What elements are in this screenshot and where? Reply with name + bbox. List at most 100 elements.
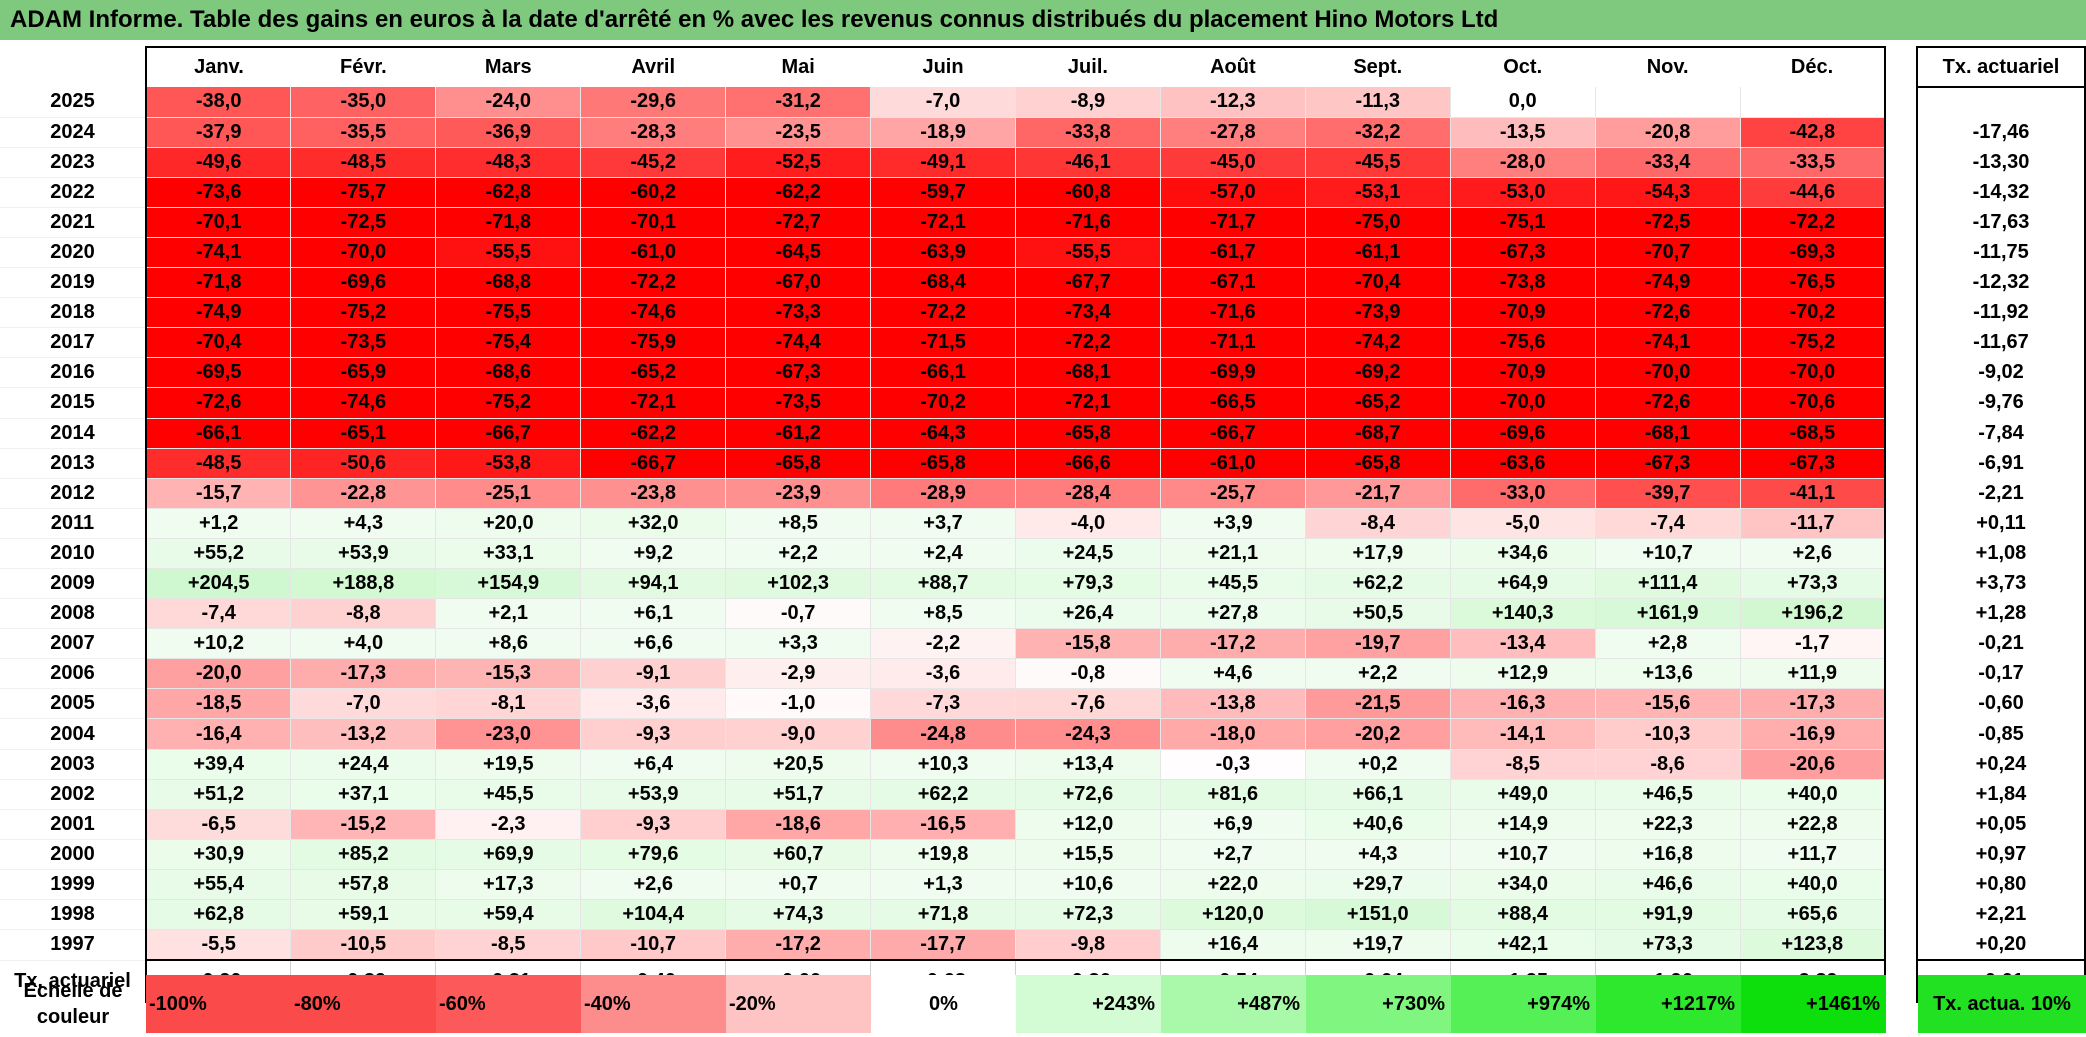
table-row: 2001 -6,5 -15,2 -2,3 -9,3 -18,6 -16,5 +12,0 +6,9… (0, 809, 2086, 840)
value-cell: +4,3 (290, 508, 437, 539)
value-cell: +51,2 (144, 779, 292, 810)
ta-cell: -17,46 (1915, 117, 2086, 148)
value-cell: -16,3 (1450, 688, 1596, 720)
value-cell: -55,5 (1015, 237, 1161, 269)
value-cell: +21,1 (1160, 538, 1306, 570)
value-cell: +12,0 (1015, 809, 1161, 840)
value-cell: -73,5 (290, 327, 437, 359)
value-cell: -0,3 (1160, 749, 1306, 780)
table-row: 2006 -20,0 -17,3 -15,3 -9,1 -2,9 -3,6 -0,8 +4,6 +… (0, 658, 2086, 690)
value-cell: -13,4 (1450, 628, 1596, 660)
value-cell: -61,2 (725, 418, 872, 449)
year-label: 2025 (0, 87, 147, 118)
value-cell: -69,6 (1450, 418, 1596, 449)
value-cell: -70,7 (1595, 237, 1741, 269)
year-label: 2017 (0, 327, 147, 359)
value-cell: -17,2 (725, 929, 872, 962)
value-cell: +9,2 (580, 538, 727, 570)
year-label: 2018 (0, 297, 147, 329)
ta-cell: +2,21 (1915, 899, 2086, 930)
value-cell: +0,7 (725, 869, 872, 901)
scale-swatch: +1217% (1596, 975, 1741, 1033)
year-label: 2004 (0, 718, 147, 750)
year-label: 2007 (0, 628, 147, 660)
value-cell: -45,2 (580, 147, 727, 178)
value-cell: -16,4 (144, 718, 292, 750)
value-cell: -75,5 (435, 297, 582, 329)
year-label: 2006 (0, 658, 147, 690)
year-label: 2015 (0, 387, 147, 419)
value-cell: -70,0 (1595, 357, 1741, 389)
value-cell: -71,7 (1160, 207, 1306, 238)
scale-swatch: 0% (871, 975, 1016, 1033)
value-cell: -2,9 (725, 658, 872, 690)
value-cell: -10,3 (1595, 718, 1741, 750)
value-cell: -69,5 (144, 357, 292, 389)
value-cell: -8,6 (1595, 749, 1741, 780)
ta-cell: +0,80 (1915, 869, 2086, 900)
value-cell: -3,6 (870, 658, 1016, 690)
value-cell: -2,2 (870, 628, 1016, 660)
month-header: Mars (435, 46, 581, 87)
value-cell: +10,7 (1450, 839, 1596, 870)
table-row: 1998 +62,8 +59,1 +59,4 +104,4 +74,3 +71,8 +72,3… (0, 899, 2086, 931)
value-cell: +3,7 (870, 508, 1016, 539)
value-cell: -21,5 (1305, 688, 1451, 720)
gains-table: Janv. Févr. Mars Avril Mai Juin Juil. Ao… (0, 46, 2086, 1004)
year-label: 2010 (0, 538, 147, 570)
value-cell: -75,9 (580, 327, 727, 359)
value-cell: -74,6 (580, 297, 727, 329)
value-cell: -70,4 (144, 327, 292, 359)
value-cell: +32,0 (580, 508, 727, 539)
value-cell: -75,2 (290, 297, 437, 329)
value-cell: -70,0 (1740, 357, 1886, 389)
value-cell: -20,0 (144, 658, 292, 690)
value-cell: -71,1 (1160, 327, 1306, 359)
value-cell: -70,9 (1450, 357, 1596, 389)
value-cell: -72,5 (1595, 207, 1741, 238)
ta-cell: +1,08 (1915, 538, 2086, 569)
scale-swatch: +974% (1451, 975, 1596, 1033)
value-cell: +72,3 (1015, 899, 1161, 931)
value-cell: -7,0 (290, 688, 437, 720)
table-row: 2017 -70,4 -73,5 -75,4 -75,9 -74,4 -71,5 -72,2-… (0, 327, 2086, 359)
value-cell: -70,1 (144, 207, 292, 238)
value-cell: +45,5 (1160, 568, 1306, 600)
value-cell: +6,9 (1160, 809, 1306, 840)
value-cell: -49,6 (144, 147, 292, 178)
value-cell: -28,3 (580, 117, 727, 148)
value-cell: +2,8 (1595, 628, 1741, 660)
value-cell: -36,9 (435, 117, 582, 148)
value-cell: -71,8 (435, 207, 582, 238)
value-cell: +53,9 (290, 538, 437, 570)
value-cell: +24,4 (290, 749, 437, 780)
value-cell: +33,1 (435, 538, 582, 570)
value-cell: +11,7 (1740, 839, 1886, 870)
spacer (1885, 568, 1917, 599)
scale-swatch: +243% (1016, 975, 1161, 1033)
value-cell: -65,8 (725, 448, 872, 479)
value-cell: -13,8 (1160, 688, 1306, 720)
value-cell: -66,5 (1160, 387, 1306, 419)
table-row: 2019 -71,8 -69,6 -68,8 -72,2 -67,0 -68,4 -67,7-… (0, 267, 2086, 299)
value-cell: -18,5 (144, 688, 292, 720)
value-cell: -18,6 (725, 809, 872, 840)
value-cell: +2,2 (1305, 658, 1451, 690)
value-cell: +16,8 (1595, 839, 1741, 870)
value-cell: -64,3 (870, 418, 1016, 449)
year-label: 2020 (0, 237, 147, 269)
value-cell: -7,4 (1595, 508, 1741, 539)
month-header: Sept. (1305, 46, 1451, 87)
value-cell: -24,3 (1015, 718, 1161, 750)
value-cell: +196,2 (1740, 598, 1886, 630)
table-row: 2014 -66,1 -65,1 -66,7 -62,2 -61,2 -64,3 -65,8-… (0, 418, 2086, 449)
value-cell: +151,0 (1305, 899, 1451, 931)
value-cell: +4,6 (1160, 658, 1306, 690)
value-cell: +79,3 (1015, 568, 1161, 600)
value-cell: -73,6 (144, 177, 292, 208)
value-cell: +2,7 (1160, 839, 1306, 870)
value-cell: -15,7 (144, 478, 292, 509)
value-cell: -8,4 (1305, 508, 1451, 539)
value-cell: +6,6 (580, 628, 727, 660)
table-row: 2003 +39,4 +24,4 +19,5 +6,4 +20,5 +10,3 +13,4 -0… (0, 749, 2086, 780)
